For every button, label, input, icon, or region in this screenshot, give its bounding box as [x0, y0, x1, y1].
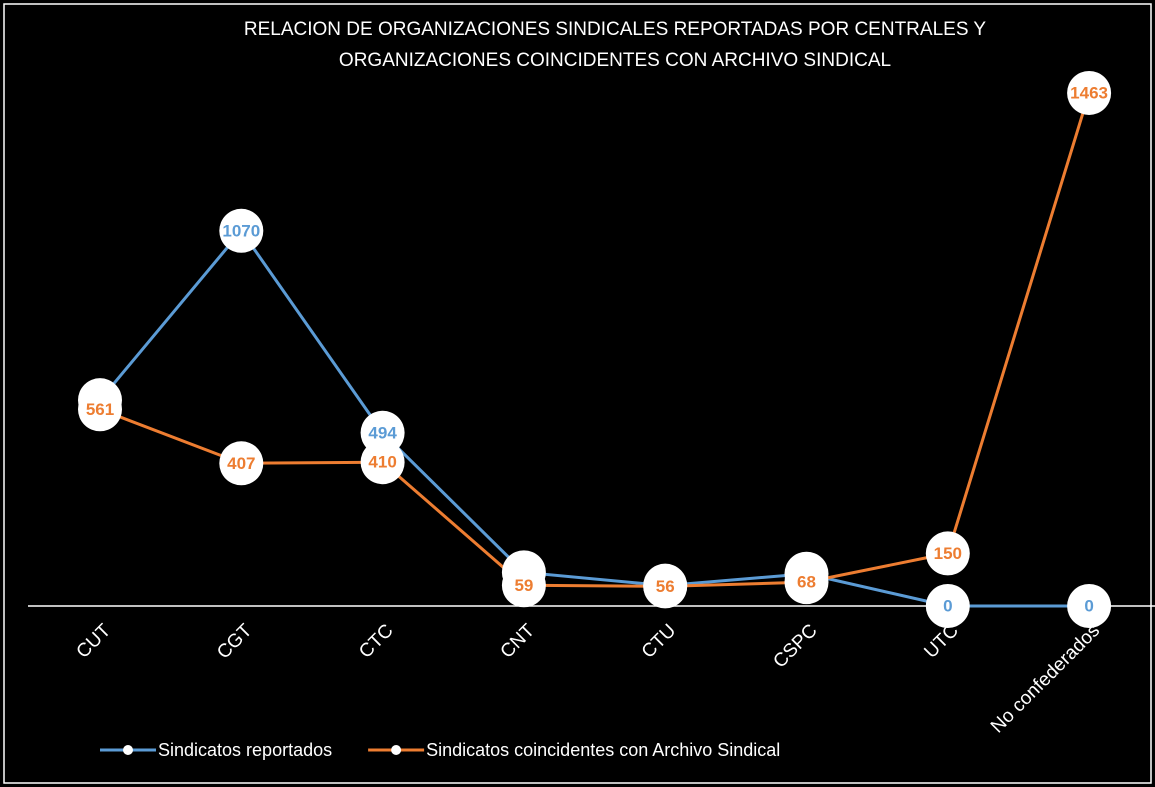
data-label-bg	[925, 584, 970, 628]
data-label: 0	[1084, 596, 1093, 615]
legend-label: Sindicatos coincidentes con Archivo Sind…	[426, 740, 780, 760]
data-label-bg	[219, 441, 264, 486]
data-label-bg	[219, 208, 264, 253]
series-line	[99, 92, 1091, 588]
data-label: 561	[86, 400, 114, 419]
data-label-bg	[643, 564, 688, 609]
chart-title: RELACION DE ORGANIZACIONES SINDICALES RE…	[244, 19, 987, 40]
data-label: 68	[797, 573, 816, 592]
series-line	[98, 228, 1090, 608]
legend-marker	[391, 745, 402, 755]
data-label-bg	[1067, 584, 1112, 628]
legend-marker	[123, 745, 133, 755]
data-label-bg	[360, 440, 405, 485]
data-label: 0	[943, 596, 952, 615]
data-label-bg	[501, 563, 546, 608]
data-label: 59	[514, 576, 533, 595]
data-label-bg	[784, 560, 829, 605]
data-label: 494	[368, 423, 397, 442]
chart-title: ORGANIZACIONES COINCIDENTES CON ARCHIVO …	[339, 50, 891, 71]
data-label: 56	[656, 577, 675, 596]
chart-border	[3, 3, 1152, 784]
legend-label: Sindicatos reportados	[158, 740, 332, 760]
data-label: 410	[368, 453, 396, 472]
data-label-bg	[78, 387, 122, 432]
data-label: 407	[227, 454, 255, 473]
data-label: 1070	[222, 221, 260, 240]
data-label: 150	[934, 544, 962, 563]
data-label-bg	[925, 531, 970, 576]
data-label: 1463	[1070, 83, 1108, 102]
data-label-bg	[1067, 70, 1112, 115]
